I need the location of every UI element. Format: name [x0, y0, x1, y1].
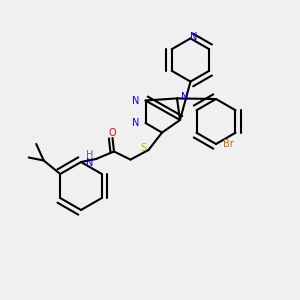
Text: N: N — [86, 158, 94, 168]
Text: N: N — [181, 92, 188, 102]
Text: H: H — [86, 149, 94, 160]
Text: S: S — [140, 142, 146, 153]
Text: N: N — [131, 118, 139, 128]
Text: Br: Br — [224, 139, 234, 149]
Text: O: O — [109, 128, 116, 138]
Text: N: N — [131, 95, 139, 106]
Text: N: N — [190, 32, 198, 42]
